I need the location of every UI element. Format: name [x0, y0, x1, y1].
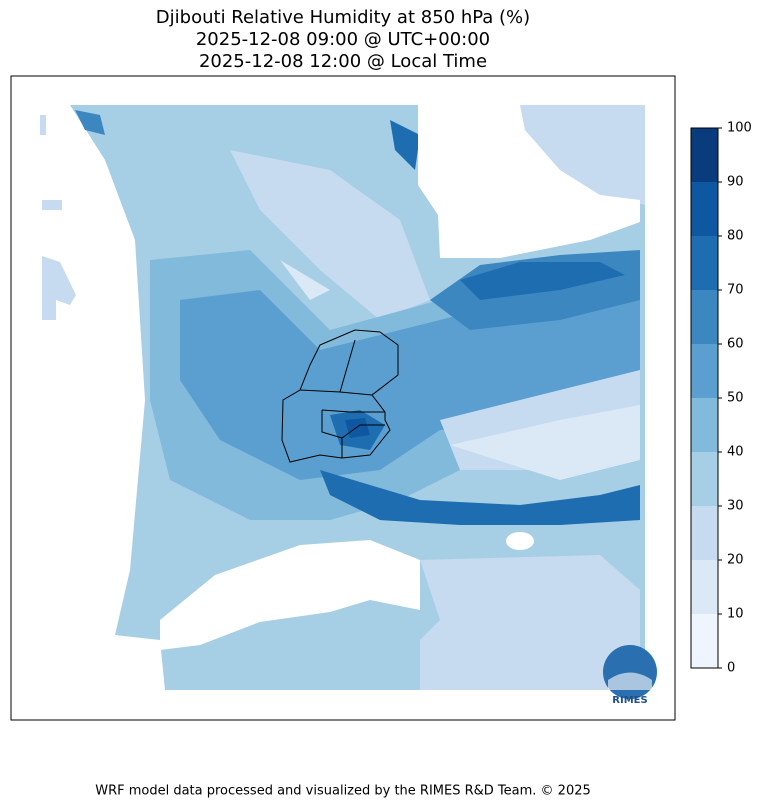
- colorbar-segment: [691, 452, 718, 506]
- colorbar-segment: [691, 344, 718, 398]
- colorbar-tick-label: 20: [727, 553, 744, 568]
- colorbar-tick-label: 0: [727, 661, 735, 676]
- colorbar-segment: [691, 560, 718, 614]
- colorbar-segment: [691, 128, 718, 182]
- colorbar-segment: [691, 236, 718, 290]
- colorbar-tick-label: 10: [727, 607, 744, 622]
- field: [520, 105, 645, 205]
- no-data: [506, 532, 534, 550]
- colorbar-tick-label: 60: [727, 337, 744, 352]
- colorbar-segment: [691, 290, 718, 344]
- field: [460, 262, 625, 300]
- field: [390, 120, 420, 170]
- colorbar-tick-label: 30: [727, 499, 744, 514]
- colorbar-tick-label: 40: [727, 445, 744, 460]
- field: [280, 260, 330, 300]
- logo-text: RIMES: [612, 695, 647, 706]
- logo-wave: [608, 672, 652, 690]
- title-line: 2025-12-08 12:00 @ Local Time: [199, 51, 487, 72]
- logo: RIMES: [603, 645, 657, 706]
- title-line: Djibouti Relative Humidity at 850 hPa (%…: [156, 7, 530, 28]
- footer: WRF model data processed and visualized …: [95, 784, 591, 799]
- title-line: 2025-12-08 09:00 @ UTC+00:00: [196, 29, 490, 50]
- logo-badge: [603, 645, 657, 699]
- colorbar-tick-label: 100: [727, 121, 752, 136]
- field: [40, 115, 76, 320]
- borders: [281, 329, 399, 463]
- colorbar-segment: [691, 182, 718, 236]
- field: [320, 470, 640, 525]
- field: [450, 405, 640, 480]
- colorbar: 0 10 20 30 40 50 60 70 80 90 100: [690, 121, 752, 676]
- no-data: [418, 105, 640, 258]
- map: RIMES: [10, 75, 676, 721]
- colorbar-tick-label: 50: [727, 391, 744, 406]
- field: [230, 150, 430, 320]
- colorbar-segment: [691, 506, 718, 560]
- colorbar-segment: [691, 614, 718, 668]
- field: [75, 110, 105, 135]
- colorbar-segment: [691, 398, 718, 452]
- colorbar-tick-label: 80: [727, 229, 744, 244]
- field: [345, 418, 370, 438]
- colorbar-tick-label: 70: [727, 283, 744, 298]
- no-data: [160, 540, 420, 650]
- field: [420, 555, 640, 690]
- colorbar-tick-label: 90: [727, 175, 744, 190]
